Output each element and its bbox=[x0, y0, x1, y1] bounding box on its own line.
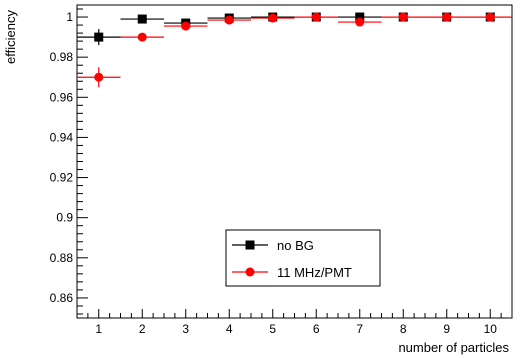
data-point-square bbox=[94, 32, 104, 42]
data-point-circle bbox=[311, 12, 321, 22]
x-axis-label: number of particles bbox=[398, 340, 509, 355]
x-tick-label: 10 bbox=[484, 322, 498, 336]
data-point-circle bbox=[224, 15, 234, 25]
data-point-circle bbox=[485, 12, 495, 22]
y-tick-label: 0.88 bbox=[50, 251, 74, 265]
legend-marker-square bbox=[245, 240, 255, 250]
legend: no BG 11 MHz/PMT bbox=[225, 229, 381, 287]
axes: 1 2 3 4 5 6 7 8 9 10 0.86 0.88 0.9 0.92 0.94 0.96 0.98 1 bbox=[50, 4, 513, 336]
data-point-square bbox=[355, 12, 365, 22]
series-11mhz-pmt bbox=[77, 12, 512, 88]
legend-box bbox=[225, 229, 381, 287]
x-tick-label: 3 bbox=[182, 322, 189, 336]
data-point-circle bbox=[268, 13, 278, 23]
data-point-circle bbox=[398, 12, 408, 22]
x-tick-label: 1 bbox=[95, 322, 102, 336]
data-point-circle bbox=[355, 17, 365, 27]
y-tick-label: 0.86 bbox=[50, 291, 74, 305]
x-tick-label: 5 bbox=[269, 322, 276, 336]
legend-marker-circle bbox=[245, 267, 255, 277]
x-tick-label: 9 bbox=[443, 322, 450, 336]
x-tick-label: 8 bbox=[400, 322, 407, 336]
legend-label: 11 MHz/PMT bbox=[277, 265, 352, 280]
data-point-circle bbox=[94, 72, 104, 82]
x-tick-label: 2 bbox=[139, 322, 146, 336]
y-tick-label: 0.96 bbox=[50, 90, 74, 104]
y-tick-label: 0.92 bbox=[50, 171, 74, 185]
y-tick-label: 0.98 bbox=[50, 50, 74, 64]
data-point-circle bbox=[137, 32, 147, 42]
y-tick-label: 0.9 bbox=[56, 211, 73, 225]
x-tick-label: 6 bbox=[313, 322, 320, 336]
data-series bbox=[77, 12, 512, 88]
y-tick-label: 1 bbox=[66, 10, 73, 24]
x-tick-label: 7 bbox=[356, 322, 363, 336]
data-point-square bbox=[137, 14, 147, 24]
y-tick-label: 0.94 bbox=[50, 130, 74, 144]
x-tick-label: 4 bbox=[226, 322, 233, 336]
legend-label: no BG bbox=[277, 238, 314, 253]
y-axis-label: efficiency bbox=[3, 10, 18, 64]
data-point-circle bbox=[442, 12, 452, 22]
data-point-circle bbox=[181, 21, 191, 31]
